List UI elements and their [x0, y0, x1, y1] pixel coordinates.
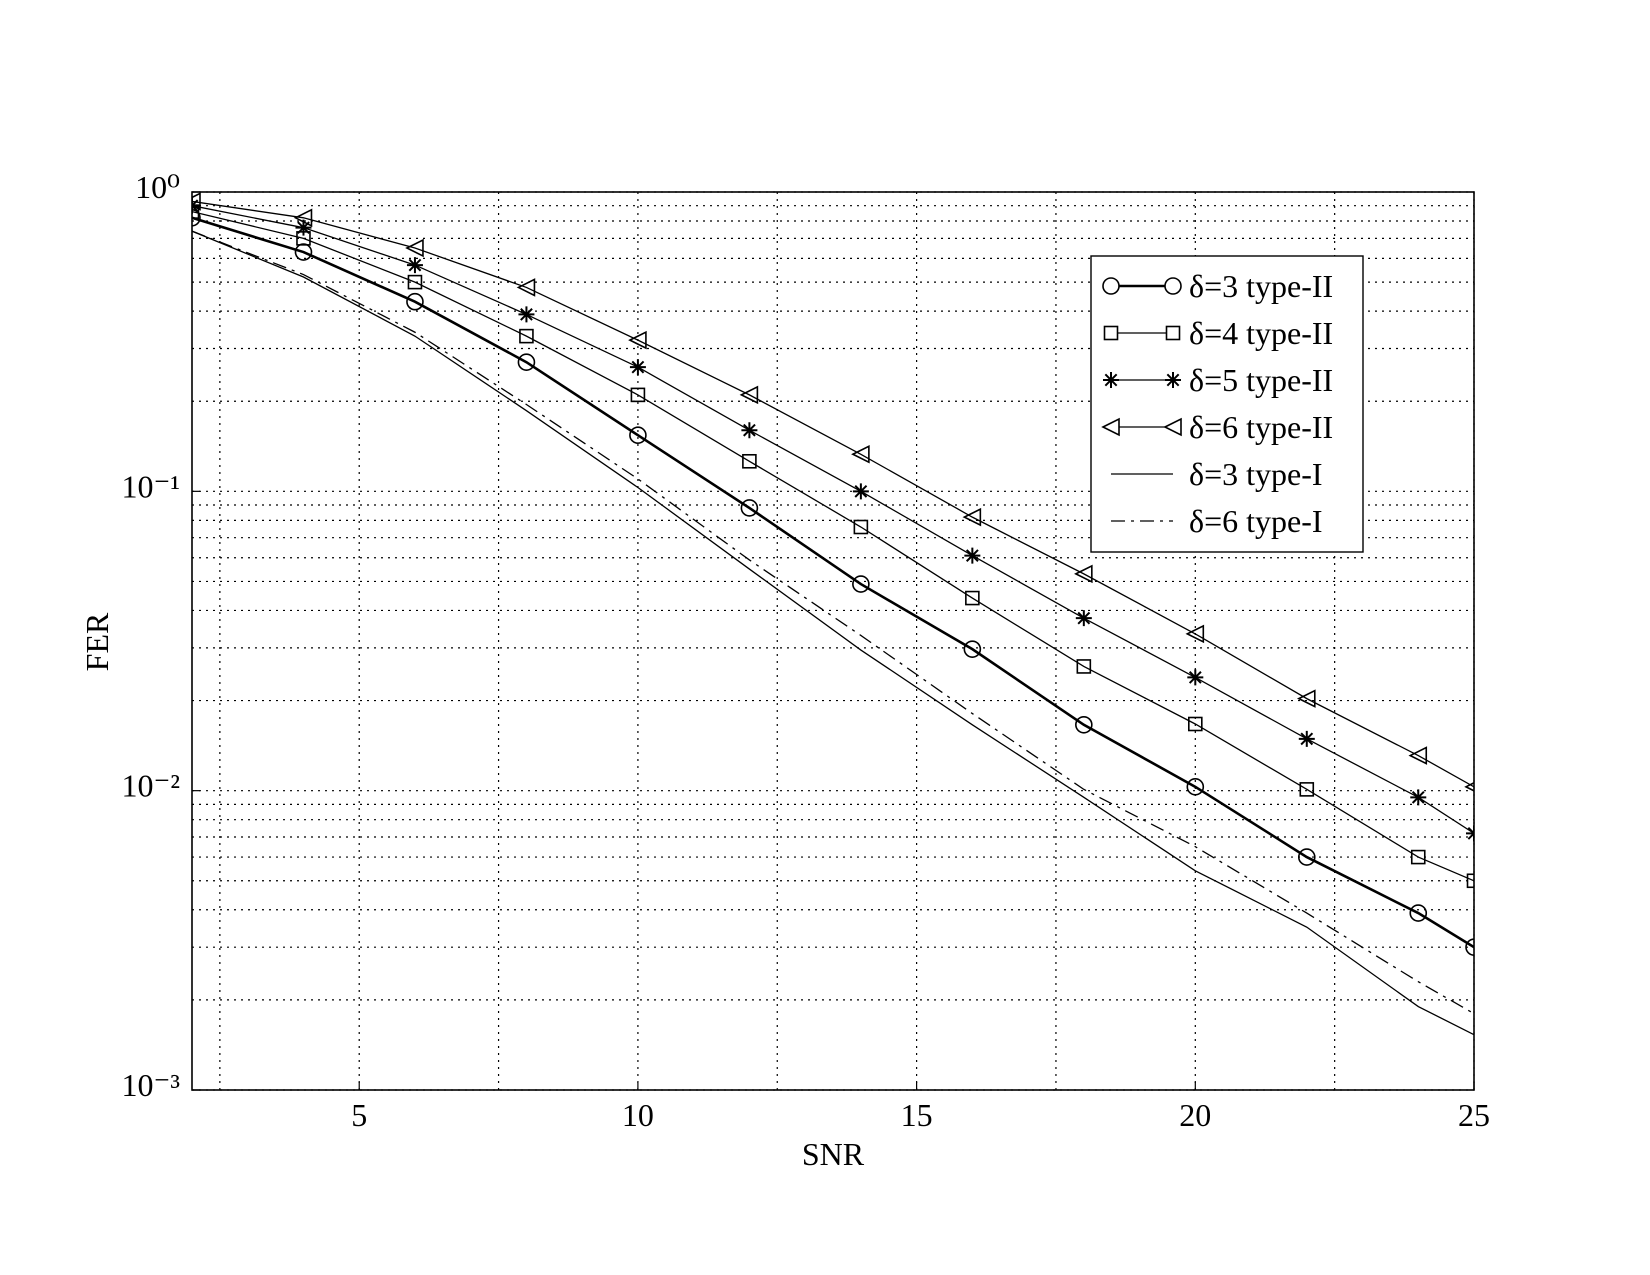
x-tick-label: 15	[901, 1097, 933, 1133]
y-tick-label: 10⁰	[135, 169, 180, 205]
marker	[1299, 782, 1315, 797]
marker	[1298, 730, 1315, 747]
marker	[1103, 372, 1119, 388]
marker	[192, 209, 201, 227]
series-line	[192, 216, 1474, 949]
marker	[1186, 778, 1205, 796]
marker	[1410, 849, 1426, 865]
marker	[962, 507, 982, 527]
marker	[851, 444, 870, 464]
marker	[1410, 789, 1427, 806]
marker	[1185, 624, 1205, 644]
marker	[852, 575, 870, 593]
marker	[295, 219, 312, 236]
marker	[1103, 325, 1119, 341]
marker	[519, 328, 534, 344]
marker	[964, 547, 981, 564]
marker	[1163, 417, 1182, 437]
marker	[1101, 417, 1120, 437]
y-axis-label: FER	[79, 612, 115, 671]
marker	[740, 499, 759, 517]
marker	[406, 257, 423, 274]
marker	[517, 353, 536, 372]
marker	[739, 385, 759, 405]
marker	[1296, 689, 1316, 708]
marker	[963, 640, 982, 658]
marker	[629, 359, 646, 376]
series-line	[192, 210, 1474, 882]
legend-label: δ=6 type-II	[1189, 409, 1333, 445]
marker	[629, 426, 647, 445]
marker	[1165, 372, 1181, 388]
marker	[1075, 715, 1093, 734]
legend-label: δ=3 type-II	[1189, 268, 1333, 304]
marker	[1075, 610, 1092, 627]
marker	[405, 238, 424, 258]
series-line	[192, 230, 1474, 1015]
marker	[965, 590, 980, 606]
marker	[293, 208, 313, 228]
marker	[518, 306, 535, 323]
series-line	[192, 230, 1474, 1036]
x-tick-label: 25	[1458, 1097, 1490, 1133]
marker	[1297, 848, 1316, 866]
x-tick-label: 20	[1179, 1097, 1211, 1133]
y-tick-label: 10⁻²	[122, 768, 180, 804]
x-tick-label: 10	[622, 1097, 654, 1133]
legend-label: δ=5 type-II	[1189, 362, 1333, 398]
series-line	[192, 200, 1474, 788]
y-tick-label: 10⁻¹	[122, 468, 180, 504]
marker	[406, 292, 424, 311]
x-axis-label: SNR	[802, 1136, 865, 1172]
marker	[853, 519, 869, 535]
marker	[1074, 564, 1093, 584]
marker	[742, 453, 757, 469]
marker	[294, 243, 313, 261]
marker	[192, 204, 200, 219]
marker	[1465, 938, 1474, 956]
y-tick-label: 10⁻³	[122, 1067, 180, 1103]
legend: δ=3 type-II δ=4 type-II δ=5 type-II δ=6 typ…	[1090, 255, 1364, 553]
plot-frame	[191, 191, 1475, 1091]
legend-label: δ=4 type-II	[1189, 315, 1333, 351]
marker	[630, 387, 646, 403]
marker	[1102, 277, 1120, 295]
legend-box	[1090, 255, 1364, 553]
marker	[407, 274, 423, 290]
legend-label: δ=3 type-I	[1189, 456, 1323, 492]
marker	[1164, 277, 1182, 295]
marker	[1408, 746, 1428, 765]
x-tick-label: 5	[351, 1097, 367, 1133]
marker	[1409, 904, 1428, 922]
marker	[516, 278, 536, 297]
marker	[741, 422, 758, 439]
marker	[1076, 659, 1092, 674]
marker	[852, 483, 869, 500]
marker	[628, 330, 647, 350]
marker	[1187, 669, 1204, 686]
marker	[1165, 325, 1181, 341]
legend-label: δ=6 type-I	[1189, 503, 1323, 539]
plot-area	[192, 192, 1474, 1036]
marker	[1188, 716, 1203, 732]
marker	[1466, 873, 1474, 889]
marker	[192, 192, 201, 211]
